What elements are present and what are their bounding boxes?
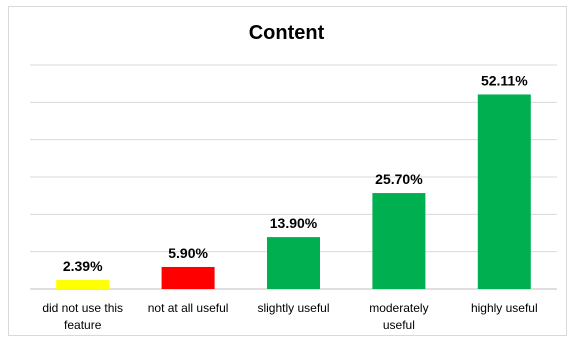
category-label: did not use this — [42, 301, 123, 315]
category-label: feature — [64, 318, 102, 332]
data-label: 52.11% — [481, 72, 528, 88]
value-labels: 2.39% 5.90% 13.90% 25.70% 52.11% — [63, 72, 528, 274]
data-label: 25.70% — [375, 171, 423, 187]
bars — [56, 94, 531, 290]
data-label: 5.90% — [168, 245, 208, 261]
category-label: moderately — [369, 301, 428, 315]
category-label: useful — [383, 318, 415, 332]
category-label: highly useful — [471, 301, 538, 315]
bar — [267, 237, 320, 289]
category-labels: did not use this feature not at all useful… — [42, 301, 537, 332]
bar — [161, 266, 215, 289]
bar — [56, 280, 110, 289]
category-label: not at all useful — [148, 301, 229, 315]
gridlines — [30, 64, 557, 290]
data-label: 2.39% — [63, 258, 103, 274]
bar — [372, 193, 426, 289]
category-label: slightly useful — [257, 301, 329, 315]
bar — [477, 94, 531, 290]
chart-title: Content — [248, 22, 325, 44]
data-label: 13.90% — [270, 215, 318, 231]
